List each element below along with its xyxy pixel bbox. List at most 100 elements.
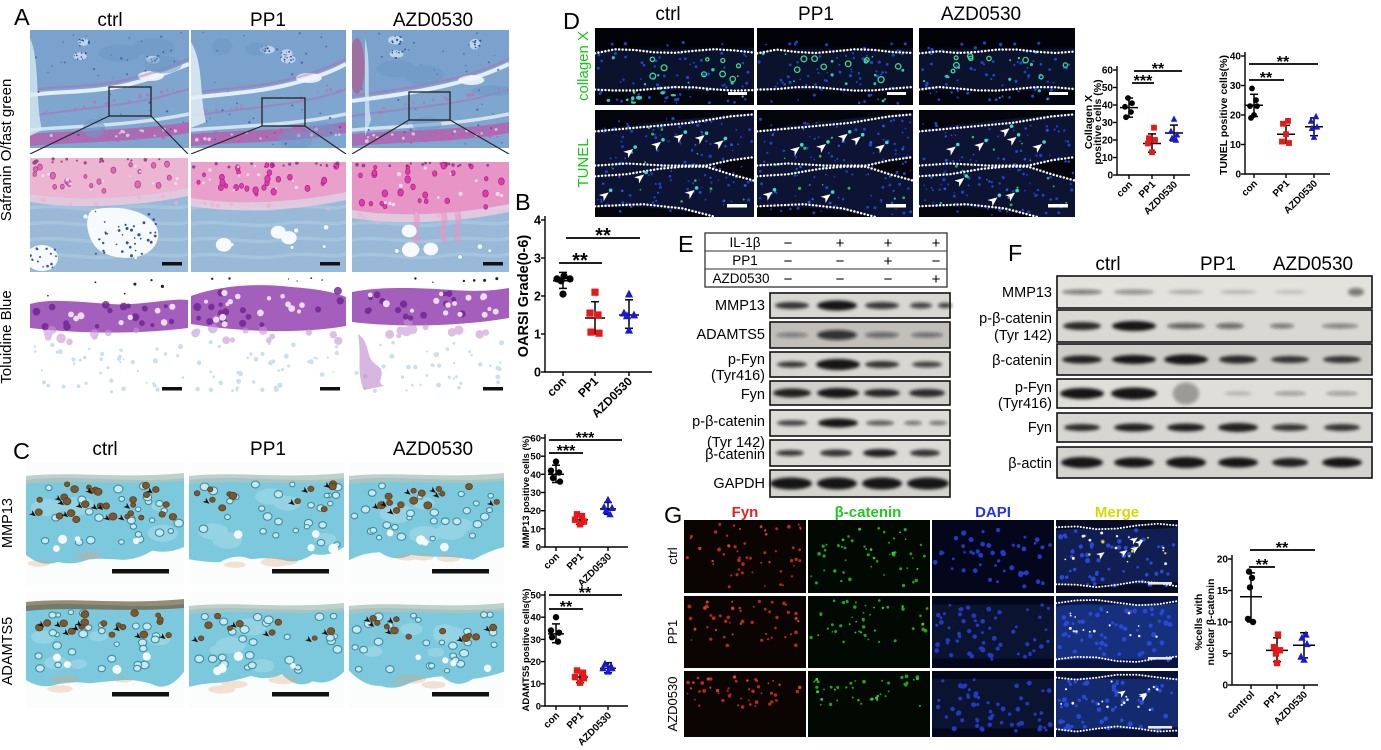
svg-text:15: 15	[1217, 586, 1229, 597]
svg-text:PP1: PP1	[665, 620, 680, 645]
svg-text:β-catenin: β-catenin	[992, 353, 1052, 369]
svg-text:ADAMTS5: ADAMTS5	[697, 327, 766, 343]
svg-text:IL-1β: IL-1β	[729, 235, 760, 250]
svg-text:AZD0530: AZD0530	[941, 4, 1021, 25]
svg-text:60: 60	[1102, 66, 1114, 77]
svg-text:−: −	[884, 271, 893, 288]
svg-text:(Tyr416): (Tyr416)	[711, 368, 765, 384]
svg-text:+: +	[932, 235, 941, 252]
svg-text:AZD0530: AZD0530	[712, 271, 769, 286]
svg-text:1: 1	[534, 328, 541, 342]
svg-text:30: 30	[1230, 81, 1242, 92]
svg-text:%cells with: %cells with	[1193, 594, 1205, 651]
svg-text:10: 10	[1230, 140, 1242, 151]
svg-text:+: +	[932, 271, 941, 288]
svg-text:20: 20	[530, 506, 541, 517]
svg-text:A: A	[14, 4, 30, 30]
svg-text:20: 20	[1102, 136, 1114, 147]
svg-text:ctrl: ctrl	[665, 547, 680, 564]
svg-text:**: **	[1152, 61, 1165, 78]
svg-text:10: 10	[1217, 618, 1229, 629]
svg-text:PP1: PP1	[798, 4, 834, 25]
svg-text:Safranin O/fast green: Safranin O/fast green	[0, 79, 15, 222]
svg-text:G: G	[664, 502, 682, 528]
svg-text:**: **	[579, 585, 592, 602]
svg-text:p-β-catenin: p-β-catenin	[979, 311, 1052, 327]
svg-text:10: 10	[530, 679, 541, 690]
svg-text:β-catenin: β-catenin	[835, 504, 902, 521]
svg-text:nuclear β-catenin: nuclear β-catenin	[1205, 579, 1217, 666]
svg-text:β-actin: β-actin	[1008, 456, 1052, 472]
svg-text:**: **	[572, 250, 588, 272]
svg-text:Merge: Merge	[1095, 504, 1139, 521]
svg-text:−: −	[784, 253, 793, 270]
svg-text:**: **	[1277, 54, 1290, 71]
svg-text:0: 0	[1235, 170, 1241, 181]
svg-text:ctrl: ctrl	[655, 4, 680, 25]
svg-text:**: **	[1276, 540, 1289, 557]
svg-text:50: 50	[530, 452, 541, 463]
svg-text:MMP13: MMP13	[0, 498, 16, 548]
svg-text:MMP13: MMP13	[715, 298, 765, 314]
svg-text:**: **	[1260, 70, 1273, 87]
svg-text:E: E	[678, 231, 694, 257]
svg-text:(Tyr 142): (Tyr 142)	[707, 435, 765, 451]
svg-text:ctrl: ctrl	[97, 10, 122, 31]
svg-text:OARSI Grade(0-6): OARSI Grade(0-6)	[516, 235, 532, 358]
svg-text:**: **	[595, 225, 611, 247]
svg-text:−: −	[784, 271, 793, 288]
svg-text:***: ***	[557, 443, 576, 460]
svg-text:**: **	[1256, 557, 1269, 574]
svg-text:positive cells (%): positive cells (%)	[1092, 79, 1104, 164]
svg-text:ctrl: ctrl	[92, 439, 117, 460]
svg-text:Fyn: Fyn	[732, 504, 759, 521]
svg-text:10: 10	[1102, 153, 1114, 164]
svg-text:**: **	[560, 599, 573, 616]
svg-text:5: 5	[1222, 649, 1228, 660]
svg-text:40: 40	[1230, 52, 1242, 63]
svg-text:PP1: PP1	[250, 10, 286, 31]
svg-text:collagen X: collagen X	[575, 31, 592, 101]
svg-text:MMP13 positive cells (%): MMP13 positive cells (%)	[521, 436, 532, 548]
svg-text:p-β-catenin: p-β-catenin	[692, 414, 765, 430]
svg-text:β-catenin: β-catenin	[705, 447, 765, 463]
svg-text:+: +	[884, 253, 893, 270]
svg-text:ADAMTS5: ADAMTS5	[0, 617, 16, 686]
svg-text:PP1: PP1	[250, 439, 286, 460]
svg-text:60: 60	[530, 433, 541, 444]
svg-text:−: −	[932, 253, 941, 270]
svg-text:50: 50	[1102, 83, 1114, 94]
svg-text:ctrl: ctrl	[1095, 254, 1120, 275]
svg-text:+: +	[836, 235, 845, 252]
svg-text:30: 30	[530, 635, 541, 646]
svg-text:AZD0530: AZD0530	[665, 677, 680, 732]
svg-text:2: 2	[534, 290, 541, 304]
svg-text:0: 0	[534, 366, 541, 380]
svg-text:p-Fyn: p-Fyn	[1015, 380, 1052, 396]
svg-text:Collagen X: Collagen X	[1083, 95, 1095, 149]
svg-text:D: D	[563, 8, 580, 34]
svg-text:20: 20	[1217, 555, 1229, 566]
svg-text:GAPDH: GAPDH	[713, 476, 765, 492]
svg-text:F: F	[1008, 240, 1022, 266]
svg-text:***: ***	[576, 430, 595, 447]
svg-text:10: 10	[530, 524, 541, 535]
svg-text:AZD0530: AZD0530	[393, 10, 473, 31]
svg-text:30: 30	[1102, 118, 1114, 129]
svg-text:Toluidine Blue: Toluidine Blue	[0, 290, 15, 383]
svg-text:20: 20	[1230, 111, 1242, 122]
svg-text:ADAMTS5 positive cells(%): ADAMTS5 positive cells(%)	[521, 589, 532, 712]
svg-text:PP1: PP1	[1200, 254, 1236, 275]
svg-text:(Tyr 142): (Tyr 142)	[994, 328, 1052, 344]
svg-text:3: 3	[534, 252, 541, 266]
svg-text:40: 40	[530, 470, 541, 481]
svg-text:AZD0530: AZD0530	[393, 439, 473, 460]
svg-text:20: 20	[530, 657, 541, 668]
svg-text:DAPI: DAPI	[975, 504, 1011, 521]
svg-text:C: C	[13, 438, 30, 464]
svg-text:MMP13: MMP13	[1002, 285, 1052, 301]
svg-text:−: −	[836, 271, 845, 288]
svg-text:30: 30	[530, 488, 541, 499]
svg-text:−: −	[784, 235, 793, 252]
svg-text:4: 4	[534, 214, 541, 228]
